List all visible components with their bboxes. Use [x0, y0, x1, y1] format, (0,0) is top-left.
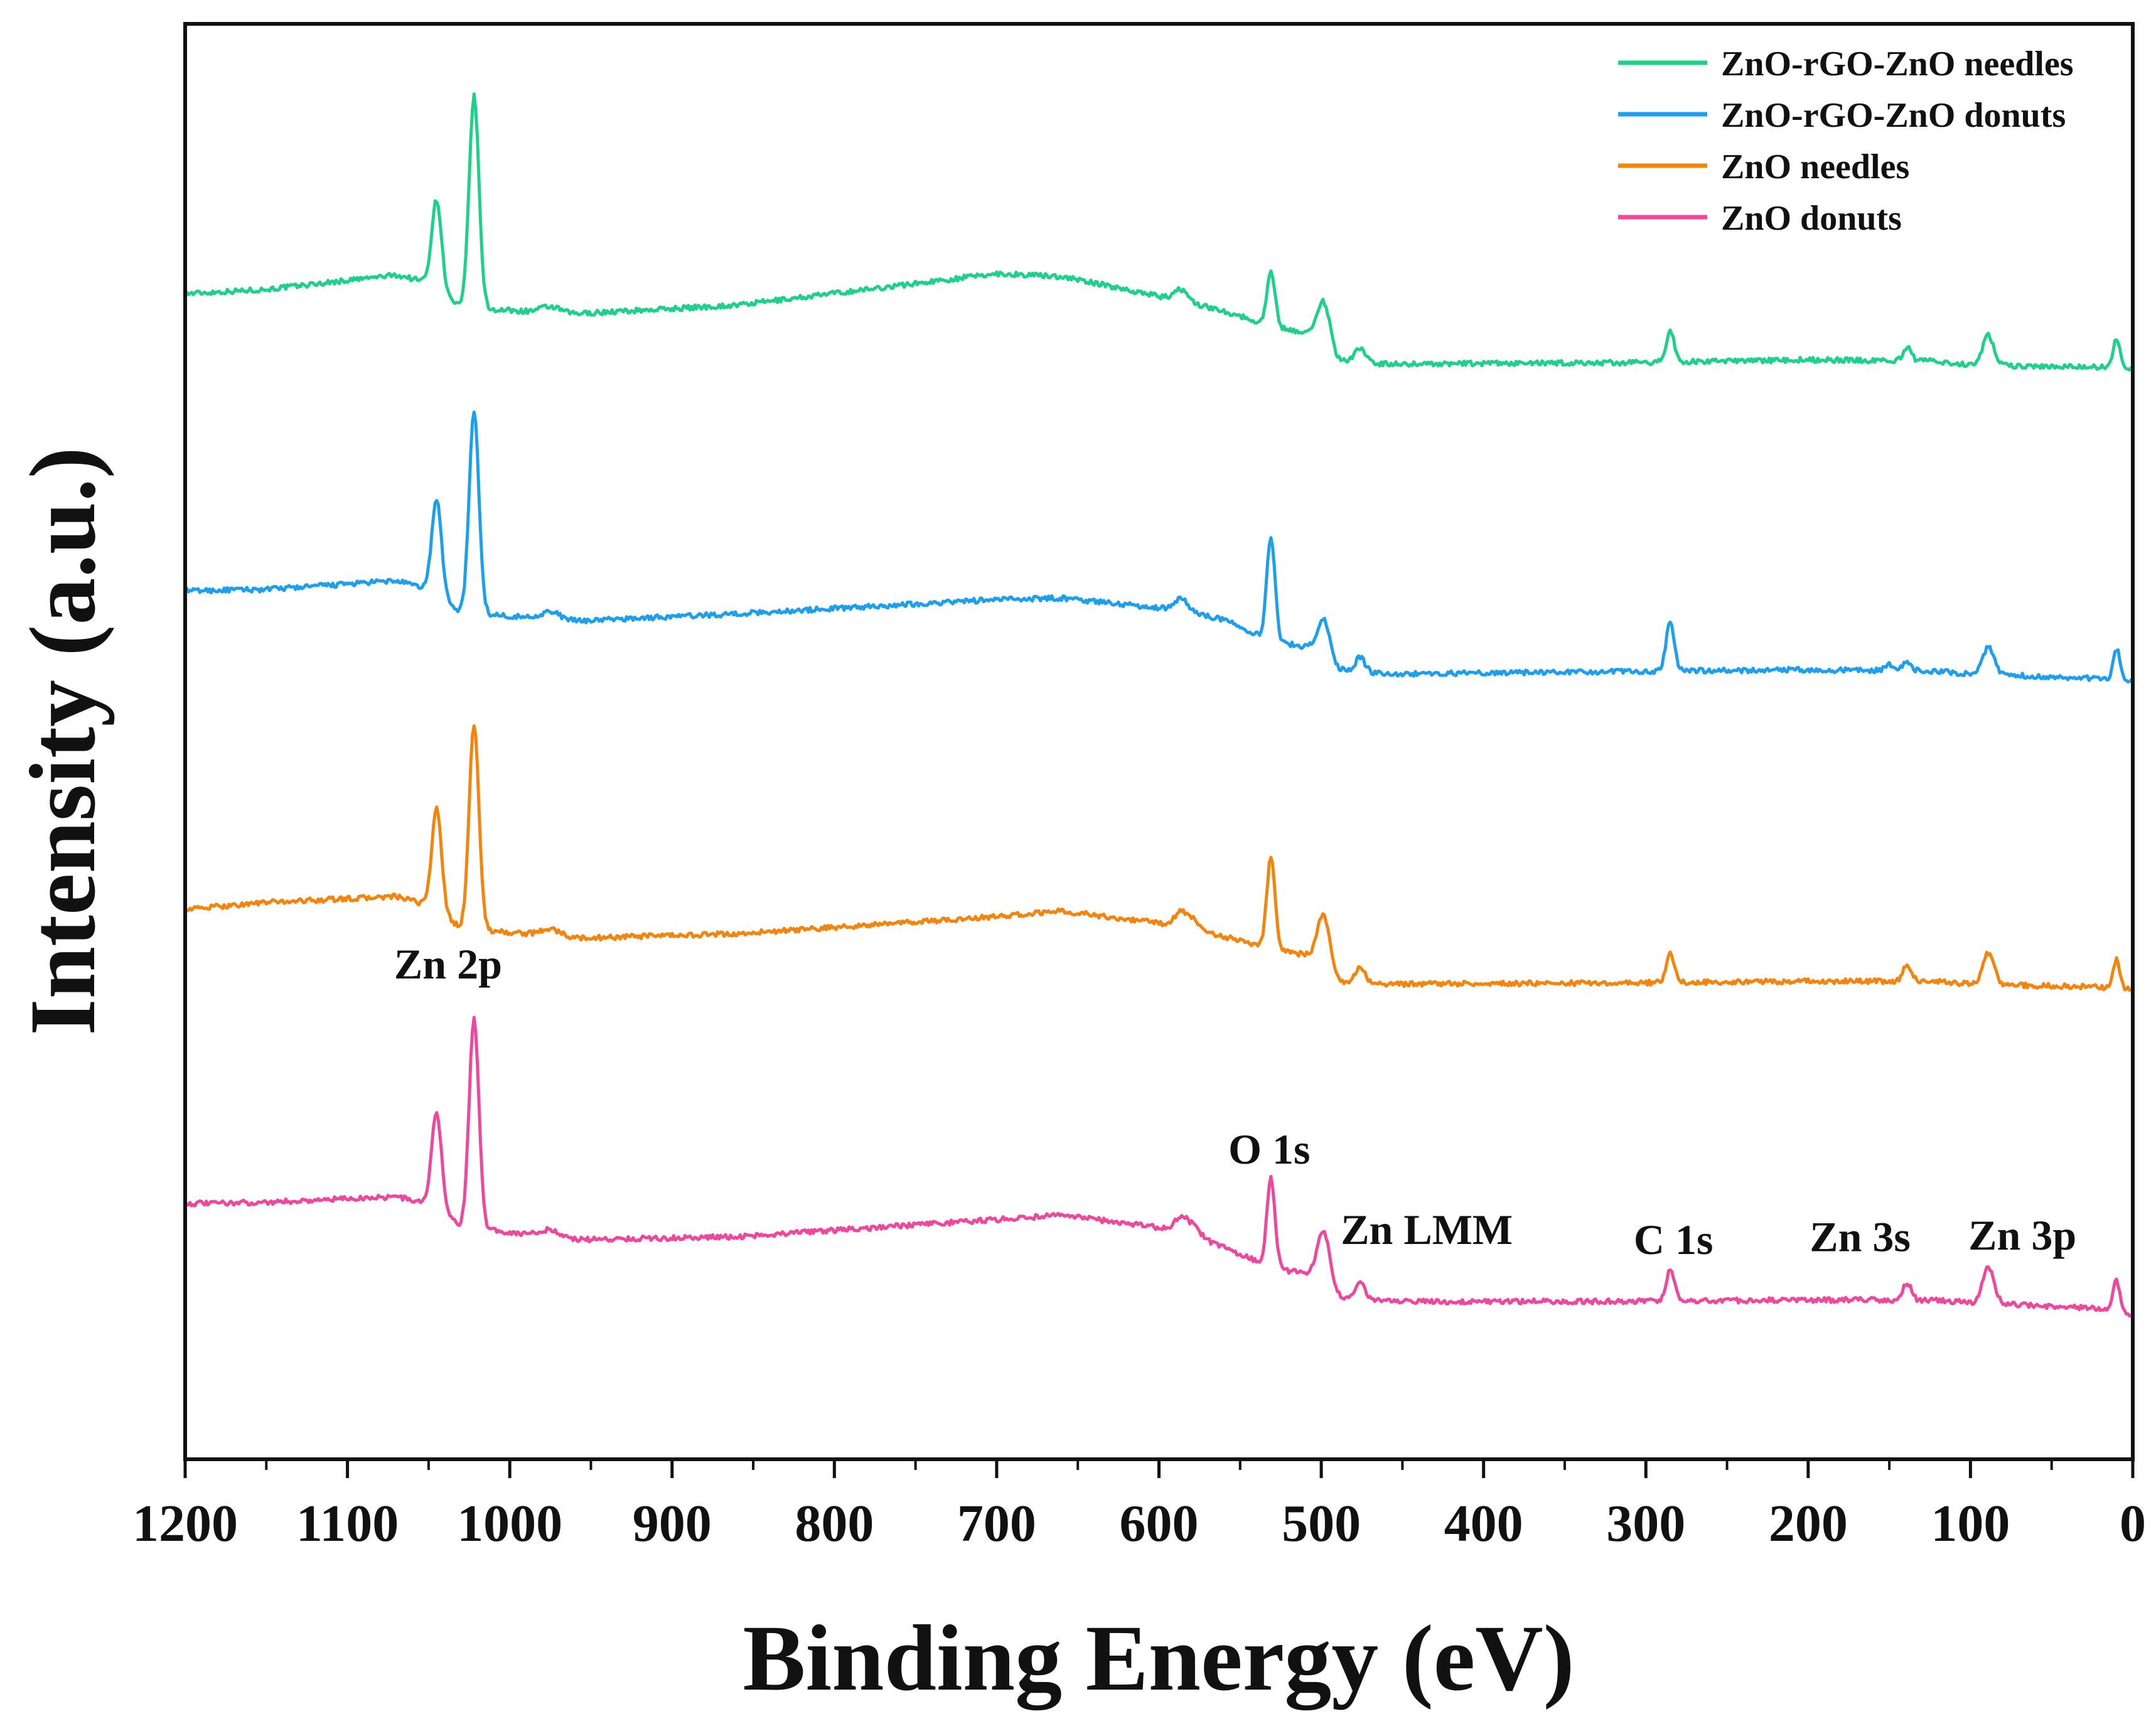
x-tick-label: 700 — [957, 1494, 1036, 1553]
legend-item-zno-rgo-zno-donuts: ZnO-rGO-ZnO donuts — [1618, 96, 2066, 135]
legend-label: ZnO needles — [1721, 147, 1909, 186]
x-tick-label: 400 — [1444, 1494, 1523, 1553]
x-tick-label: 900 — [633, 1494, 712, 1553]
series-line-zno-needles — [184, 724, 2134, 992]
legend-label: ZnO donuts — [1721, 199, 1902, 238]
x-tick-label: 800 — [795, 1494, 874, 1553]
legend-item-zno-rgo-zno-needles: ZnO-rGO-ZnO needles — [1618, 45, 2074, 83]
x-tick-label: 100 — [1931, 1494, 2010, 1553]
x-tick-label: 1000 — [457, 1494, 562, 1553]
x-axis-title: Binding Energy (eV) — [743, 1606, 1574, 1710]
peak-label-zn-2p: Zn 2p — [394, 940, 502, 988]
series-line-zno-donuts — [183, 1016, 2133, 1318]
x-tick-label: 1100 — [296, 1494, 399, 1553]
x-tick-label: 500 — [1282, 1494, 1361, 1553]
x-tick-label: 0 — [2120, 1494, 2146, 1553]
peak-label-zn-lmm: Zn LMM — [1341, 1206, 1513, 1253]
peak-annotations: Zn 2p O 1s Zn LMM C 1s Zn 3s Zn 3p — [394, 940, 2076, 1263]
legend-label: ZnO-rGO-ZnO needles — [1721, 45, 2074, 83]
peak-label-c-1s: C 1s — [1634, 1216, 1714, 1263]
series-line-zno-rgo-zno-needles — [183, 92, 2134, 372]
series-line-zno-rgo-zno-donuts — [183, 410, 2135, 684]
x-tick-label: 200 — [1769, 1494, 1848, 1553]
y-axis-title: Intensity (a.u.) — [11, 447, 115, 1036]
peak-label-zn-3p: Zn 3p — [1968, 1211, 2076, 1259]
peak-label-zn-3s: Zn 3s — [1810, 1213, 1911, 1260]
x-tick-label: 600 — [1120, 1494, 1199, 1553]
legend-item-zno-donuts: ZnO donuts — [1618, 199, 1902, 238]
legend-label: ZnO-rGO-ZnO donuts — [1721, 96, 2066, 135]
x-tick-label: 1200 — [132, 1494, 238, 1553]
legend: ZnO-rGO-ZnO needles ZnO-rGO-ZnO donuts ZnO… — [1618, 45, 2074, 238]
legend-item-zno-needles: ZnO needles — [1618, 147, 1909, 186]
series-layer — [183, 92, 2135, 1318]
x-axis: 1200 1100 1000 900 800 700 600 500 400 300 200 100 0 — [132, 1459, 2146, 1553]
x-tick-label: 300 — [1606, 1494, 1685, 1553]
peak-label-o-1s: O 1s — [1228, 1125, 1310, 1173]
